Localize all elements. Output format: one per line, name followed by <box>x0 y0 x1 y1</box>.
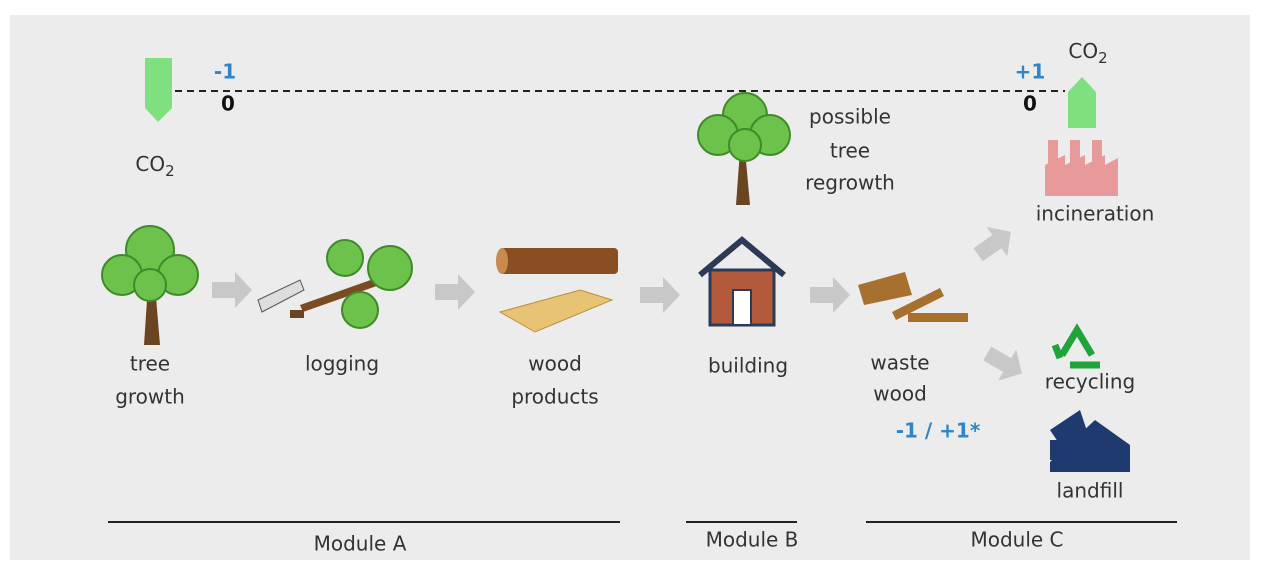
stage-label: tree <box>130 352 170 376</box>
change-label: -1 <box>214 60 236 84</box>
regrowth-label: regrowth <box>805 171 895 195</box>
regrowth-label: possible <box>809 105 891 129</box>
stage-label: wood <box>528 352 582 376</box>
diagram: -1 0 CO2 +1 0 CO2 incineration possible … <box>0 0 1261 567</box>
baseline-label: 0 <box>221 92 235 116</box>
baseline-label: 0 <box>1023 92 1037 116</box>
module-label: Module C <box>970 528 1063 552</box>
stage-label: landfill <box>1057 479 1124 503</box>
stage-label: wood <box>873 382 927 406</box>
stage-label: logging <box>305 352 379 376</box>
balance-label: -1 / +1* <box>896 419 981 443</box>
co2-sub: 2 <box>165 162 175 180</box>
stage-label: waste <box>870 351 929 375</box>
stage-label: growth <box>115 385 185 409</box>
stage-label: building <box>708 354 788 378</box>
module-label: Module B <box>706 528 799 552</box>
co2-base: CO <box>1068 39 1098 63</box>
change-label: +1 <box>1015 60 1046 84</box>
module-label: Module A <box>314 532 407 556</box>
regrowth-label: tree <box>830 139 870 163</box>
stage-label: incineration <box>1036 202 1155 226</box>
co2-sub: 2 <box>1098 49 1108 67</box>
page: -1 0 CO2 +1 0 CO2 incineration possible … <box>0 0 1261 567</box>
co2-base: CO <box>135 152 165 176</box>
stage-label: products <box>511 385 598 409</box>
stage-label: recycling <box>1045 370 1135 394</box>
